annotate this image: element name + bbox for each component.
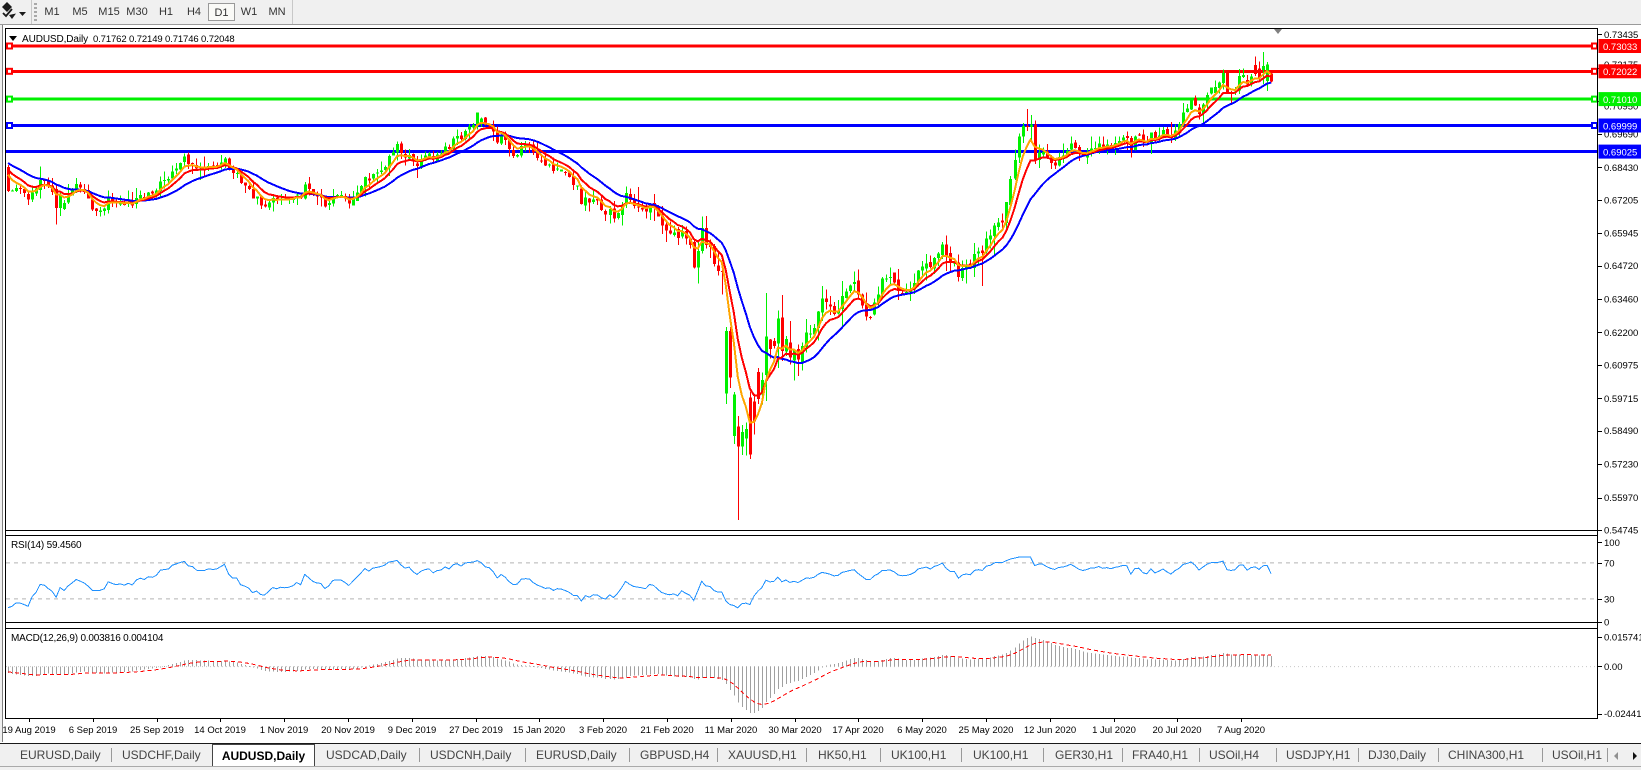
svg-text:0.55970: 0.55970	[1604, 493, 1638, 504]
svg-text:15 Jan 2020: 15 Jan 2020	[513, 725, 565, 736]
svg-text:0.70950: 0.70950	[1604, 102, 1638, 113]
svg-text:30 Mar 2020: 30 Mar 2020	[768, 725, 821, 736]
svg-text:20 Jul 2020: 20 Jul 2020	[1152, 725, 1201, 736]
svg-text:0.64720: 0.64720	[1604, 261, 1638, 272]
svg-text:0.69999: 0.69999	[1603, 121, 1637, 132]
svg-text:AUDUSD,Daily: AUDUSD,Daily	[22, 34, 88, 45]
svg-text:0.73435: 0.73435	[1604, 30, 1638, 41]
svg-text:0.62200: 0.62200	[1604, 328, 1638, 339]
svg-text:21 Feb 2020: 21 Feb 2020	[640, 725, 693, 736]
svg-text:12 Jun 2020: 12 Jun 2020	[1024, 725, 1076, 736]
svg-text:30: 30	[1604, 594, 1615, 605]
svg-text:0.57230: 0.57230	[1604, 460, 1638, 471]
svg-text:0.71010: 0.71010	[1603, 95, 1637, 106]
svg-text:9 Dec 2019: 9 Dec 2019	[388, 725, 437, 736]
svg-text:RSI(14) 59.4560: RSI(14) 59.4560	[11, 540, 82, 551]
svg-text:0.71762 0.72149 0.71746 0.7204: 0.71762 0.72149 0.71746 0.72048	[93, 34, 235, 45]
svg-text:17 Apr 2020: 17 Apr 2020	[832, 725, 883, 736]
svg-text:1 Jul 2020: 1 Jul 2020	[1092, 725, 1136, 736]
svg-text:25 May 2020: 25 May 2020	[959, 725, 1014, 736]
svg-text:0.67205: 0.67205	[1604, 195, 1638, 206]
svg-text:6 Sep 2019: 6 Sep 2019	[69, 725, 118, 736]
svg-text:20 Nov 2019: 20 Nov 2019	[321, 725, 375, 736]
svg-text:0: 0	[1604, 618, 1609, 629]
svg-text:11 Mar 2020: 11 Mar 2020	[705, 725, 758, 736]
svg-text:0.65945: 0.65945	[1604, 229, 1638, 240]
svg-text:25 Sep 2019: 25 Sep 2019	[130, 725, 184, 736]
svg-text:0.72022: 0.72022	[1603, 67, 1637, 78]
svg-text:-0.024412: -0.024412	[1604, 709, 1641, 720]
svg-text:0.69025: 0.69025	[1603, 147, 1637, 158]
svg-text:0.58490: 0.58490	[1604, 426, 1638, 437]
svg-text:0.54745: 0.54745	[1604, 526, 1638, 537]
svg-text:0.63460: 0.63460	[1604, 295, 1638, 306]
svg-text:100: 100	[1604, 538, 1620, 549]
svg-text:7 Aug 2020: 7 Aug 2020	[1217, 725, 1265, 736]
svg-text:3 Feb 2020: 3 Feb 2020	[579, 725, 627, 736]
svg-text:MACD(12,26,9) 0.003816 0.00410: MACD(12,26,9) 0.003816 0.004104	[11, 633, 164, 644]
svg-text:70: 70	[1604, 558, 1615, 569]
svg-text:1 Nov 2019: 1 Nov 2019	[260, 725, 309, 736]
svg-text:0.60975: 0.60975	[1604, 360, 1638, 371]
svg-text:0.015741: 0.015741	[1604, 633, 1641, 644]
svg-text:19 Aug 2019: 19 Aug 2019	[2, 725, 55, 736]
svg-text:6 May 2020: 6 May 2020	[897, 725, 947, 736]
svg-text:0.59715: 0.59715	[1604, 394, 1638, 405]
svg-text:0.69690: 0.69690	[1604, 130, 1638, 141]
svg-text:27 Dec 2019: 27 Dec 2019	[449, 725, 503, 736]
svg-text:0.68430: 0.68430	[1604, 163, 1638, 174]
svg-text:0.00: 0.00	[1604, 662, 1623, 673]
svg-text:0.73033: 0.73033	[1603, 42, 1637, 53]
svg-text:14 Oct 2019: 14 Oct 2019	[194, 725, 246, 736]
